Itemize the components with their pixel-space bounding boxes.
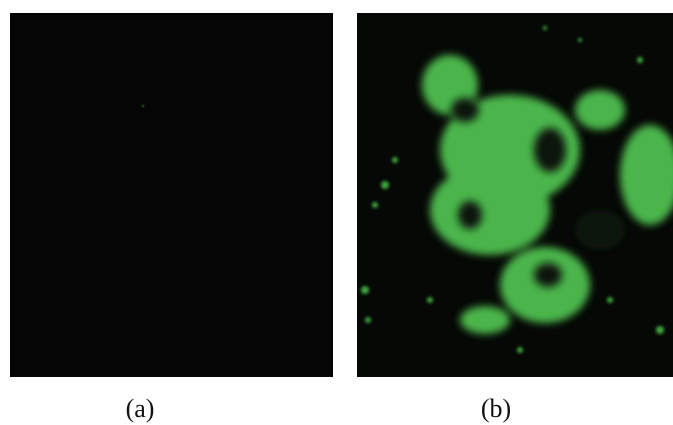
panel-label: (a) [100,394,180,424]
page: (a) (b) (() => { const data = JSON.parse… [0,0,673,425]
panel-a-image [10,13,333,377]
speck [142,105,145,108]
figure [0,0,673,425]
panel-b-image [357,13,673,377]
panel-label: (b) [456,394,536,424]
